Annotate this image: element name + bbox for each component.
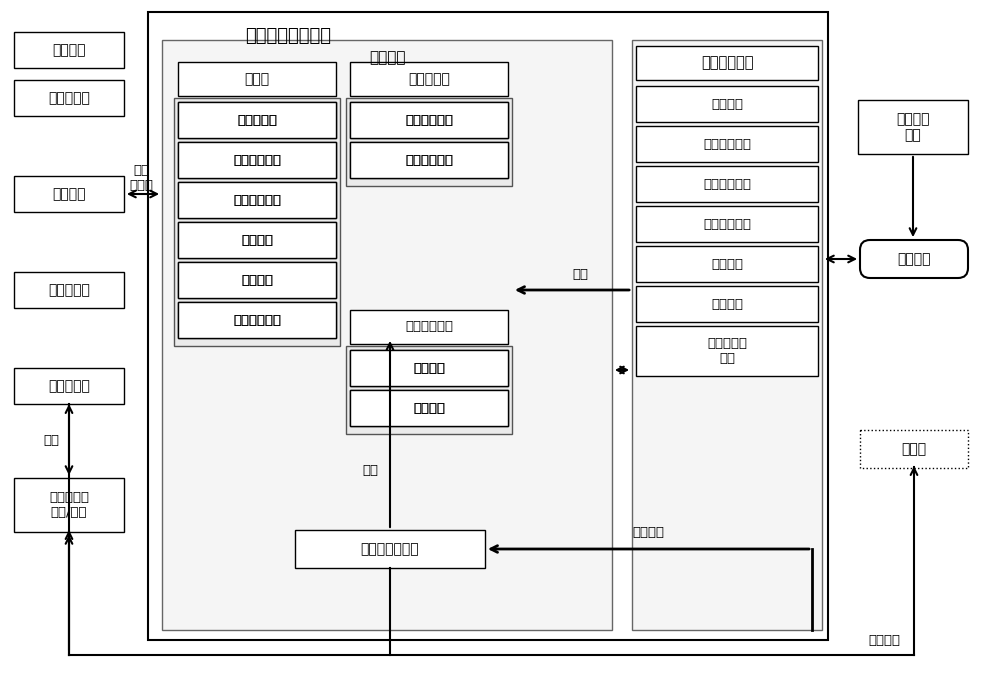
Bar [14, 176, 124, 212]
Text: 总线逻辑库: 总线逻辑库 [48, 283, 90, 297]
Text: 纯仿真: 纯仿真 [244, 72, 270, 86]
Text: 真实模块信息: 真实模块信息 [405, 113, 453, 127]
Bar [350, 142, 508, 178]
Bar [350, 310, 508, 344]
Text: 电源环境
控制: 电源环境 控制 [896, 112, 930, 142]
Bar [350, 350, 508, 386]
Bar [14, 32, 124, 68]
Text: 监控界面: 监控界面 [711, 258, 743, 271]
Text: 逻辑策略解析: 逻辑策略解析 [233, 193, 281, 207]
Bar [350, 142, 508, 178]
Text: 录入数据界面: 录入数据界面 [703, 218, 751, 231]
Text: 总线行为仿真系统: 总线行为仿真系统 [245, 27, 331, 45]
Bar [174, 98, 340, 346]
Text: 模块信息解析: 模块信息解析 [233, 153, 281, 167]
Bar [350, 390, 508, 426]
Bar [162, 40, 612, 630]
Text: 二次开发: 二次开发 [633, 527, 664, 540]
Text: 数据库文件
存储/读取: 数据库文件 存储/读取 [49, 491, 89, 519]
Text: 报表管理: 报表管理 [711, 298, 743, 311]
Text: 仿真模型配置: 仿真模型配置 [703, 138, 751, 151]
Bar [350, 390, 508, 426]
Bar [632, 40, 822, 630]
Bar [178, 222, 336, 258]
Bar [178, 302, 336, 338]
Text: 报表模板配置: 报表模板配置 [233, 313, 281, 327]
Text: 界面生成: 界面生成 [241, 273, 273, 287]
Bar [178, 102, 336, 138]
Bar [178, 142, 336, 178]
Text: 总监状态监控: 总监状态监控 [405, 321, 453, 334]
Bar [636, 166, 818, 202]
Text: 总线干预: 总线干预 [413, 401, 445, 414]
Text: 匹配: 匹配 [43, 435, 59, 447]
Text: 脚本生成: 脚本生成 [241, 233, 273, 247]
Bar [14, 80, 124, 116]
Text: 模块信息解析: 模块信息解析 [233, 153, 281, 167]
Text: 参数分析: 参数分析 [413, 361, 445, 374]
Text: 录入数据: 录入数据 [52, 43, 86, 57]
Text: 半实物仿真: 半实物仿真 [408, 72, 450, 86]
Bar [636, 86, 818, 122]
Text: 模块信息配置: 模块信息配置 [703, 178, 751, 191]
Bar [148, 12, 828, 640]
Bar [346, 98, 512, 186]
Text: 真实模块信息: 真实模块信息 [405, 113, 453, 127]
Bar [636, 206, 818, 242]
Text: 后台
分析库: 后台 分析库 [129, 164, 153, 192]
FancyBboxPatch shape [860, 240, 968, 278]
Text: 用户管理: 用户管理 [711, 98, 743, 111]
Text: 界面生成: 界面生成 [241, 273, 273, 287]
Bar [178, 262, 336, 298]
Text: 后台系统: 后台系统 [369, 50, 405, 66]
Bar [636, 246, 818, 282]
Bar [350, 102, 508, 138]
Text: 逻辑策略库
管理: 逻辑策略库 管理 [707, 337, 747, 365]
Bar [178, 182, 336, 218]
Bar [14, 478, 124, 532]
Bar [14, 368, 124, 404]
Text: 数据库: 数据库 [901, 442, 927, 456]
Bar [14, 272, 124, 308]
Bar [178, 262, 336, 298]
Bar [178, 102, 336, 138]
Text: 虚拟模块信息: 虚拟模块信息 [405, 153, 453, 167]
Text: 整车数据库: 整车数据库 [48, 91, 90, 105]
Bar [295, 530, 485, 568]
Text: 脚本生成: 脚本生成 [241, 233, 273, 247]
Bar [178, 62, 336, 96]
Text: 电控模块: 电控模块 [897, 252, 931, 266]
Text: 逻辑策略解析: 逻辑策略解析 [233, 193, 281, 207]
Bar [178, 142, 336, 178]
Bar [636, 286, 818, 322]
Bar [636, 326, 818, 376]
Text: 网关路由表: 网关路由表 [48, 379, 90, 393]
Text: 系统人机界面: 系统人机界面 [701, 56, 753, 71]
Text: 输入: 输入 [572, 268, 588, 281]
Text: 数据库解析: 数据库解析 [237, 113, 277, 127]
Text: 总线干预: 总线干预 [413, 401, 445, 414]
Bar [350, 62, 508, 96]
Text: 逻辑策略数据库: 逻辑策略数据库 [361, 542, 419, 556]
Text: 模块属性: 模块属性 [52, 187, 86, 201]
Text: 数据库解析: 数据库解析 [237, 113, 277, 127]
Text: 读取: 读取 [362, 464, 378, 477]
Bar [178, 302, 336, 338]
Text: 虚拟模块信息: 虚拟模块信息 [405, 153, 453, 167]
Bar [178, 222, 336, 258]
Bar [858, 100, 968, 154]
Bar [636, 46, 818, 80]
Text: 参数分析: 参数分析 [413, 361, 445, 374]
Bar [860, 430, 968, 468]
Text: 各类文件: 各类文件 [868, 635, 900, 647]
Bar [350, 102, 508, 138]
Bar [350, 350, 508, 386]
Text: 报表模板配置: 报表模板配置 [233, 313, 281, 327]
Bar [178, 182, 336, 218]
Bar [636, 126, 818, 162]
Bar [346, 346, 512, 434]
